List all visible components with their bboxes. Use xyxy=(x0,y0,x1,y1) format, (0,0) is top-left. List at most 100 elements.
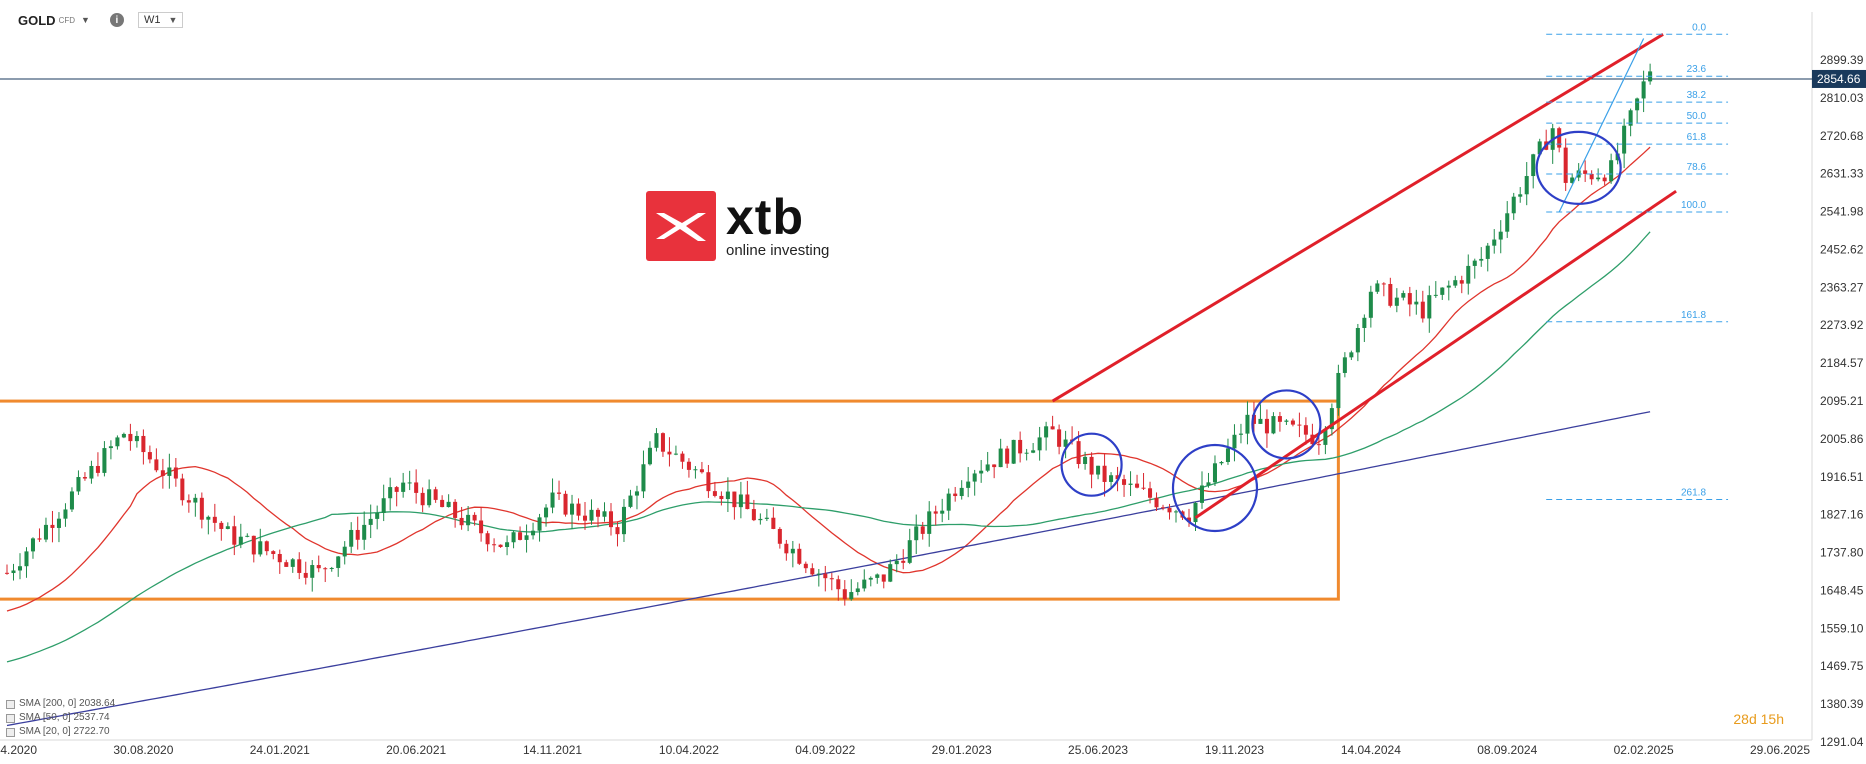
lower-channel-line xyxy=(1194,189,1677,519)
candle-body xyxy=(121,433,126,438)
candle-body xyxy=(1219,461,1224,464)
candle-body xyxy=(1466,265,1471,284)
candle-body xyxy=(1011,439,1016,464)
candle-body xyxy=(1232,434,1237,449)
candle-body xyxy=(927,511,932,534)
candle-body xyxy=(225,526,230,529)
candle-body xyxy=(719,495,724,500)
fib-level-label: 100.0 xyxy=(1681,200,1706,211)
candle-body xyxy=(1005,448,1010,464)
candle-body xyxy=(1453,280,1458,286)
candle-body xyxy=(479,520,484,534)
candle-body xyxy=(959,487,964,497)
candle-body xyxy=(1459,280,1464,284)
candle-body xyxy=(1557,128,1562,148)
candle-body xyxy=(1531,154,1536,177)
candle-body xyxy=(751,509,756,521)
upper-channel-line xyxy=(1051,33,1664,403)
candle-body xyxy=(173,467,178,479)
candle-body xyxy=(1589,173,1594,180)
y-tick-label: 2541.98 xyxy=(1820,205,1864,219)
legend-sma50[interactable]: SMA [50, 0] 2537.74 xyxy=(6,711,115,725)
candle-body xyxy=(680,453,685,462)
y-tick-label: 1291.04 xyxy=(1820,735,1864,749)
y-tick-label: 2005.86 xyxy=(1820,432,1864,446)
candle-body xyxy=(1044,426,1049,438)
candle-body xyxy=(849,592,854,600)
candle-body xyxy=(498,544,503,548)
candle-body xyxy=(1225,448,1230,462)
candle-body xyxy=(582,515,588,521)
x-tick-label: 29.06.2025 xyxy=(1750,743,1810,757)
candle-body xyxy=(1024,452,1029,454)
sma50-line xyxy=(6,231,1651,663)
fib-level-label: 50.0 xyxy=(1687,111,1707,122)
candle-body xyxy=(349,529,354,547)
candle-body xyxy=(1135,483,1140,488)
candle-body xyxy=(1122,479,1127,485)
candle-body xyxy=(1258,418,1263,424)
candle-body xyxy=(485,533,490,545)
y-tick-label: 2184.57 xyxy=(1820,356,1864,370)
candle-body xyxy=(842,589,847,600)
candle-body xyxy=(89,465,94,479)
candle-body xyxy=(1446,285,1451,288)
fib-level-label: 38.2 xyxy=(1687,90,1707,101)
candle-body xyxy=(1245,414,1250,434)
candle-body xyxy=(589,509,594,521)
candle-body xyxy=(1472,260,1477,266)
candle-body xyxy=(953,493,958,497)
candle-body xyxy=(1537,141,1542,155)
candle-body xyxy=(1609,160,1614,182)
y-tick-label: 2899.39 xyxy=(1820,53,1864,67)
candle-body xyxy=(544,507,549,518)
candle-body xyxy=(1349,352,1354,358)
candle-body xyxy=(1329,408,1334,430)
candle-body xyxy=(784,543,789,554)
candle-body xyxy=(881,574,886,582)
candle-body xyxy=(732,491,737,508)
chevron-down-icon: ▼ xyxy=(168,15,178,25)
candle-body xyxy=(342,546,347,557)
candle-body xyxy=(946,493,951,511)
settings-icon[interactable] xyxy=(6,699,15,709)
chevron-down-icon[interactable]: ▼ xyxy=(81,15,90,25)
candle-body xyxy=(608,511,614,528)
candle-body xyxy=(1271,416,1276,434)
y-tick-label: 1916.51 xyxy=(1820,470,1864,484)
settings-icon[interactable] xyxy=(6,727,15,737)
candle-body xyxy=(63,509,68,519)
candle-body xyxy=(160,470,165,476)
candle-body xyxy=(888,564,893,582)
candle-body xyxy=(1596,177,1601,180)
candle-body xyxy=(1115,475,1120,480)
candle-body xyxy=(167,467,172,476)
candle-body xyxy=(1492,239,1497,246)
candle-body xyxy=(303,572,308,578)
candle-body xyxy=(1251,414,1256,424)
candle-body xyxy=(1524,176,1529,195)
symbol-label[interactable]: GOLD xyxy=(18,12,56,28)
candle-body xyxy=(388,487,393,499)
candle-body xyxy=(570,503,575,515)
candle-body xyxy=(1323,429,1328,445)
candle-body xyxy=(654,433,659,448)
candle-body xyxy=(238,536,243,545)
legend-sma20[interactable]: SMA [20, 0] 2722.70 xyxy=(6,725,115,739)
candle-body xyxy=(1076,441,1081,465)
candle-body xyxy=(1342,357,1347,373)
candle-body xyxy=(829,578,834,580)
candle-body xyxy=(219,522,224,529)
candle-body xyxy=(1381,283,1386,285)
candle-body xyxy=(1336,372,1341,409)
x-tick-label: 30.08.2020 xyxy=(113,743,173,757)
legend-sma200[interactable]: SMA [200, 0] 2038.64 xyxy=(6,697,115,711)
y-tick-label: 2273.92 xyxy=(1820,318,1864,332)
info-icon[interactable]: i xyxy=(109,13,124,27)
settings-icon[interactable] xyxy=(6,713,15,723)
y-tick-label: 1827.16 xyxy=(1820,508,1864,522)
timeframe-select[interactable]: W1 ▼ xyxy=(137,12,184,28)
candle-body xyxy=(1375,283,1380,292)
